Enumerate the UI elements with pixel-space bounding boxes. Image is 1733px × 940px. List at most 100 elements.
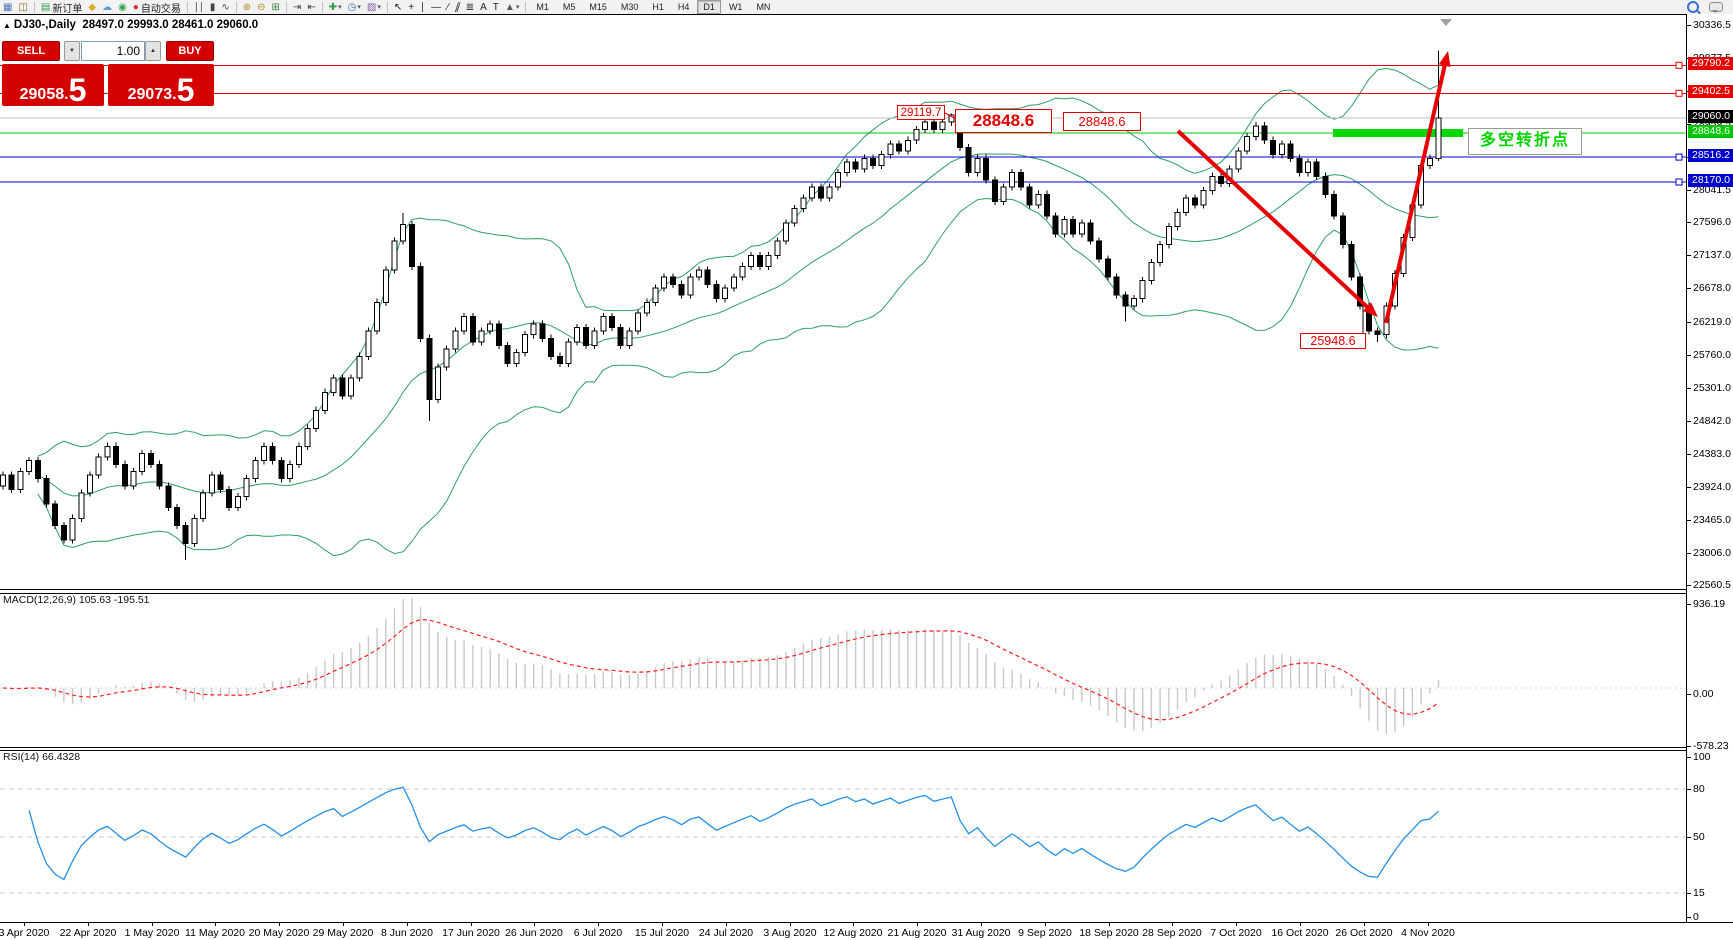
panel-separator[interactable] [0, 747, 1733, 751]
timeframe-MN[interactable]: MN [756, 2, 771, 12]
candle-body [304, 427, 311, 447]
dropdown-caret-icon[interactable]: ▾ [515, 4, 520, 11]
candle-body [756, 255, 763, 267]
candle-body [217, 474, 224, 491]
candle-body [1357, 276, 1364, 307]
text-icon[interactable]: A [477, 1, 490, 14]
mail-icon[interactable]: ☁ [99, 1, 115, 14]
periods-icon[interactable]: ◷ ▾ [345, 1, 364, 14]
annotation-price-29119[interactable]: 29119.7 [897, 105, 945, 120]
candle-body [548, 337, 555, 357]
candlestick-chart[interactable] [0, 15, 1686, 589]
quotes-preview-icon[interactable]: ◫ [15, 1, 30, 14]
date-tick [1236, 923, 1237, 926]
text-label-icon[interactable]: T [490, 1, 502, 14]
candle-body [826, 186, 833, 199]
crosshair-icon[interactable]: + [405, 1, 417, 14]
candle-body [330, 377, 337, 393]
candle-body [1139, 280, 1146, 300]
gold-icon[interactable]: ◆ [85, 1, 99, 14]
indicators-icon[interactable]: ✚ ▾ [326, 1, 345, 14]
trendline-icon[interactable]: ∕ [444, 1, 452, 14]
bollinger-band [37, 197, 1439, 557]
zoom-out-icon[interactable]: ⊖ [254, 1, 268, 14]
annotation-price-28848-big[interactable]: 28848.6 [955, 109, 1052, 133]
dropdown-caret-icon[interactable]: ▾ [377, 4, 381, 11]
rsi-panel: RSI(14) 66.4328 [0, 749, 1686, 922]
buy-button[interactable]: BUY [166, 41, 214, 61]
line-chart-icon[interactable]: ∿ [218, 1, 232, 14]
annotation-price-28848-small[interactable]: 28848.6 [1063, 112, 1141, 131]
candle-body [600, 316, 607, 332]
macd-axis-label: -578.23 [1693, 740, 1729, 752]
annotation-connector [944, 112, 957, 120]
bollinger-band [37, 67, 1439, 457]
timeframe-M5[interactable]: M5 [562, 2, 576, 12]
axis-tick [1687, 288, 1691, 289]
timeframe-H4[interactable]: H4 [677, 2, 690, 12]
price-axis[interactable]: 30336.529877.529418.528959.528500.528041… [1686, 14, 1733, 923]
candle-body [1113, 276, 1120, 296]
toolbar-separator [235, 1, 237, 13]
timeframe-H1[interactable]: H1 [652, 2, 664, 12]
volume-up-button[interactable]: ▲ [145, 41, 161, 61]
chart-shift-icon[interactable]: ⇤ [304, 1, 318, 14]
dropdown-caret-icon[interactable]: ▾ [338, 4, 342, 11]
annotation-pivot-note[interactable]: 多空转折点 [1468, 128, 1582, 155]
candle-body [1305, 161, 1311, 174]
volume-down-button[interactable]: ▼ [64, 41, 80, 61]
templates-icon[interactable]: ▨ ▾ [364, 1, 384, 14]
auto-scroll-icon[interactable]: ⇥ [290, 1, 304, 14]
timeframe-W1[interactable]: W1 [728, 2, 743, 12]
axis-tick [1687, 604, 1691, 605]
volume-input[interactable] [81, 41, 145, 61]
sell-price-panel[interactable]: 29058. 5 [2, 64, 104, 106]
price-tag-28170: 28170.0 [1688, 174, 1733, 187]
candle-body [0, 474, 6, 487]
bar-chart-icon[interactable]: ∣∣ [191, 1, 207, 14]
tile-windows-icon[interactable]: ⊞ [269, 1, 283, 14]
candle-body [887, 143, 894, 156]
timeframe-M1[interactable]: M1 [536, 2, 549, 12]
fibonacci-icon[interactable]: ≣ [463, 1, 477, 14]
new-order-button[interactable]: ▤ 新订单 [38, 1, 85, 15]
timeframe-M15[interactable]: M15 [589, 2, 607, 12]
candle-body [1278, 143, 1285, 156]
price-tag-28848.6: 28848.6 [1688, 125, 1733, 138]
candle-body [1087, 222, 1094, 242]
vertical-line-icon[interactable]: ∣ [417, 1, 428, 14]
date-tick [1045, 923, 1046, 926]
sell-button[interactable]: SELL [2, 41, 60, 61]
candle-body [1183, 197, 1190, 213]
collapse-triangle-icon[interactable]: ▲ [3, 21, 11, 30]
panel-separator[interactable] [0, 589, 1733, 594]
signal-icon[interactable]: ◉ [115, 1, 130, 14]
price-tick-label: 24383.0 [1693, 448, 1731, 460]
horizontal-line-icon[interactable]: ― [428, 1, 444, 14]
candlestick-chart-icon[interactable]: ▮ [207, 1, 219, 14]
buy-price-panel[interactable]: 29073. 5 [108, 64, 214, 106]
equidistant-channel-icon[interactable]: ∥ [452, 1, 463, 14]
zoom-in-icon[interactable]: ⊕ [240, 1, 254, 14]
candle-body [878, 154, 885, 166]
down-arrow-head [1362, 302, 1378, 317]
arrows-tool-icon[interactable]: ▲ ▾ [502, 1, 522, 14]
macd-plot[interactable] [0, 592, 1686, 747]
candle-body [200, 492, 207, 519]
time-axis[interactable]: 3 Apr 2020 22 Apr 2020 1 May 2020 11 May 20… [0, 922, 1733, 940]
line-chart-icon: ∿ [221, 1, 230, 13]
rsi-plot[interactable] [0, 749, 1686, 922]
dropdown-caret-icon[interactable]: ▾ [357, 4, 361, 11]
chat-icon[interactable] [1709, 2, 1723, 13]
search-icon[interactable] [1687, 1, 1699, 13]
timeframe-M30[interactable]: M30 [620, 2, 639, 12]
annotation-price-25948[interactable]: 25948.6 [1300, 333, 1366, 349]
axis-tick [1687, 454, 1691, 455]
chart-window-icon[interactable]: ▦ [0, 1, 15, 14]
candle-body [539, 323, 546, 339]
candle-body [321, 391, 328, 411]
cursor-icon[interactable]: ↖ [391, 1, 405, 14]
timeframe-D1[interactable]: D1 [697, 0, 721, 14]
candle-body [626, 330, 633, 347]
auto-trading-button[interactable]: ● 自动交易 [130, 1, 184, 15]
